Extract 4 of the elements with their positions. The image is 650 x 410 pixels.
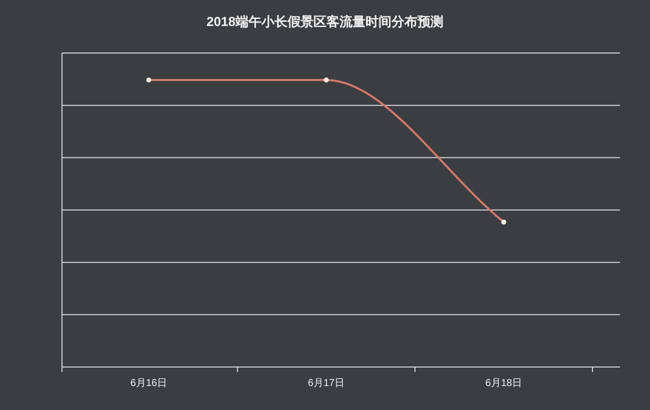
chart-title: 2018端午小长假景区客流量时间分布预测 xyxy=(206,14,444,29)
x-tick-label: 6月18日 xyxy=(485,378,522,389)
x-tick-label: 6月17日 xyxy=(308,378,345,389)
x-tick-label: 6月16日 xyxy=(130,378,168,389)
